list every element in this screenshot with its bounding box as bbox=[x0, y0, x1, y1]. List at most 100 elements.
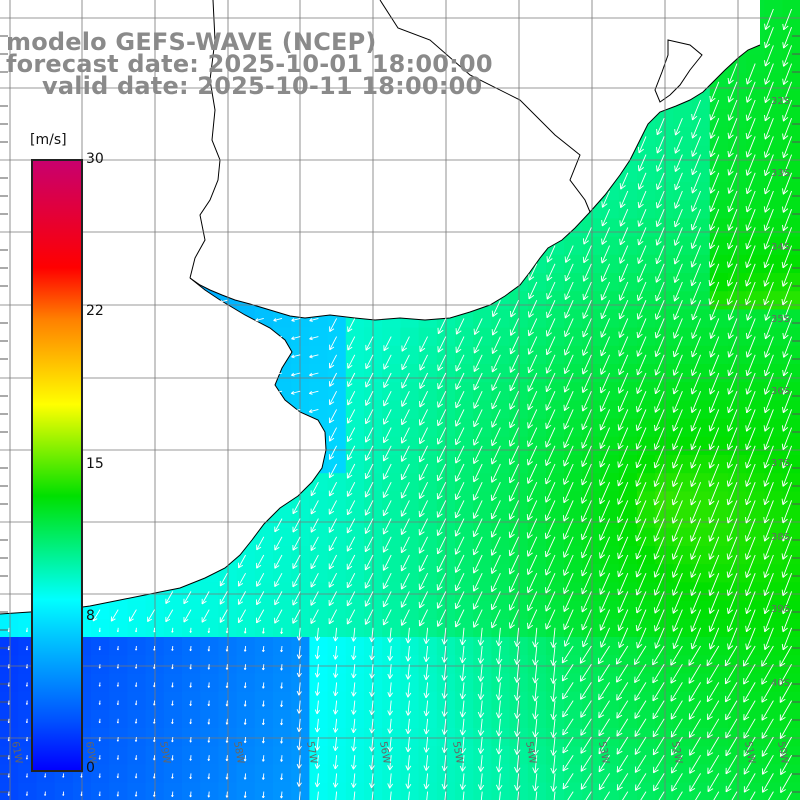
colorbar-gradient bbox=[31, 159, 83, 772]
wind-cell bbox=[618, 709, 638, 729]
wind-cell bbox=[691, 655, 711, 674]
wind-cell bbox=[527, 364, 547, 383]
wind-cell bbox=[600, 273, 620, 292]
wind-cell bbox=[673, 546, 693, 565]
wind-cell bbox=[637, 254, 656, 274]
wind-cell bbox=[637, 218, 656, 238]
wind-cell bbox=[600, 564, 620, 583]
wind-cell bbox=[637, 509, 656, 529]
wind-cell bbox=[709, 455, 729, 474]
wind-cell bbox=[345, 546, 365, 565]
wind-cell bbox=[709, 127, 729, 147]
wind-cell bbox=[764, 254, 784, 274]
wind-cell bbox=[728, 72, 747, 92]
wind-cell bbox=[618, 236, 638, 256]
wind-cell bbox=[618, 637, 638, 656]
wind-cell bbox=[546, 436, 565, 456]
wind-cell bbox=[546, 418, 565, 438]
wind-cell bbox=[746, 91, 765, 110]
wind-cell bbox=[527, 473, 547, 492]
wind-cell bbox=[527, 400, 547, 420]
wind-cell bbox=[709, 200, 729, 219]
wind-cell bbox=[746, 254, 765, 274]
wind-cell bbox=[673, 418, 693, 438]
wind-cell bbox=[637, 182, 656, 201]
wind-cell bbox=[527, 273, 547, 292]
wind-cell bbox=[564, 509, 583, 529]
wind-cell bbox=[600, 673, 620, 693]
wind-cell bbox=[546, 345, 565, 365]
wind-cell bbox=[600, 473, 620, 492]
wind-cell bbox=[618, 327, 638, 347]
wind-cell bbox=[764, 436, 784, 456]
wind-cell bbox=[764, 491, 784, 511]
wind-cell bbox=[728, 455, 747, 474]
wind-cell bbox=[564, 254, 583, 274]
wind-cell bbox=[327, 400, 347, 420]
wind-cell bbox=[309, 782, 329, 800]
wind-cell bbox=[600, 418, 620, 438]
wind-cell bbox=[709, 418, 729, 438]
wind-cell bbox=[691, 764, 711, 784]
wind-cell bbox=[746, 582, 765, 602]
wind-cell bbox=[400, 473, 420, 492]
wind-cell bbox=[400, 455, 420, 474]
wind-cell bbox=[637, 655, 656, 674]
wind-cell bbox=[764, 54, 784, 74]
wind-cell bbox=[637, 728, 656, 747]
wind-cell bbox=[491, 782, 511, 800]
wind-cell bbox=[309, 491, 329, 511]
wind-cell bbox=[746, 473, 765, 492]
wind-cell bbox=[764, 327, 784, 347]
colorbar-tick-8: 8 bbox=[86, 608, 95, 624]
wind-cell bbox=[455, 473, 474, 492]
wind-cell bbox=[309, 527, 329, 547]
wind-cell bbox=[764, 673, 784, 693]
wind-cell bbox=[236, 582, 256, 602]
wind-cell bbox=[691, 400, 711, 420]
wind-cell bbox=[491, 309, 511, 329]
wind-cell bbox=[345, 582, 365, 602]
wind-cell bbox=[527, 782, 547, 800]
wind-cell bbox=[291, 546, 310, 565]
wind-cell bbox=[527, 582, 547, 602]
wind-cell bbox=[327, 436, 347, 456]
wind-cell bbox=[527, 418, 547, 438]
wind-cell bbox=[400, 327, 420, 347]
wind-cell bbox=[309, 327, 329, 347]
wind-cell bbox=[746, 200, 765, 219]
wind-cell bbox=[764, 345, 784, 365]
wind-cell bbox=[546, 546, 565, 565]
wind-cell bbox=[764, 291, 784, 310]
wind-cell bbox=[564, 728, 583, 747]
lat-label: 34S bbox=[771, 242, 790, 253]
wind-cell bbox=[746, 600, 765, 620]
wind-cell bbox=[691, 455, 711, 474]
wind-cell bbox=[400, 382, 420, 401]
wind-cell bbox=[491, 436, 511, 456]
wind-cell bbox=[691, 691, 711, 711]
wind-cell bbox=[746, 436, 765, 456]
wind-cell bbox=[618, 400, 638, 420]
wind-cell bbox=[400, 400, 420, 420]
wind-cell bbox=[709, 637, 729, 656]
wind-cell bbox=[691, 582, 711, 602]
wind-cell bbox=[382, 600, 401, 620]
wind-cell bbox=[273, 546, 292, 565]
wind-cell bbox=[691, 254, 711, 274]
wind-cell bbox=[764, 691, 784, 711]
wind-cell bbox=[527, 491, 547, 511]
wind-cell bbox=[546, 254, 565, 274]
wind-cell bbox=[728, 254, 747, 274]
wind-cell bbox=[673, 564, 693, 583]
wind-cell bbox=[345, 418, 365, 438]
wind-cell bbox=[673, 236, 693, 256]
wind-cell bbox=[691, 709, 711, 729]
wind-cell bbox=[618, 655, 638, 674]
wind-cell bbox=[291, 600, 310, 620]
wind-cell bbox=[546, 327, 565, 347]
wind-cell bbox=[691, 473, 711, 492]
wind-cell bbox=[746, 309, 765, 329]
wind-cell bbox=[691, 327, 711, 347]
wind-cell bbox=[764, 200, 784, 219]
